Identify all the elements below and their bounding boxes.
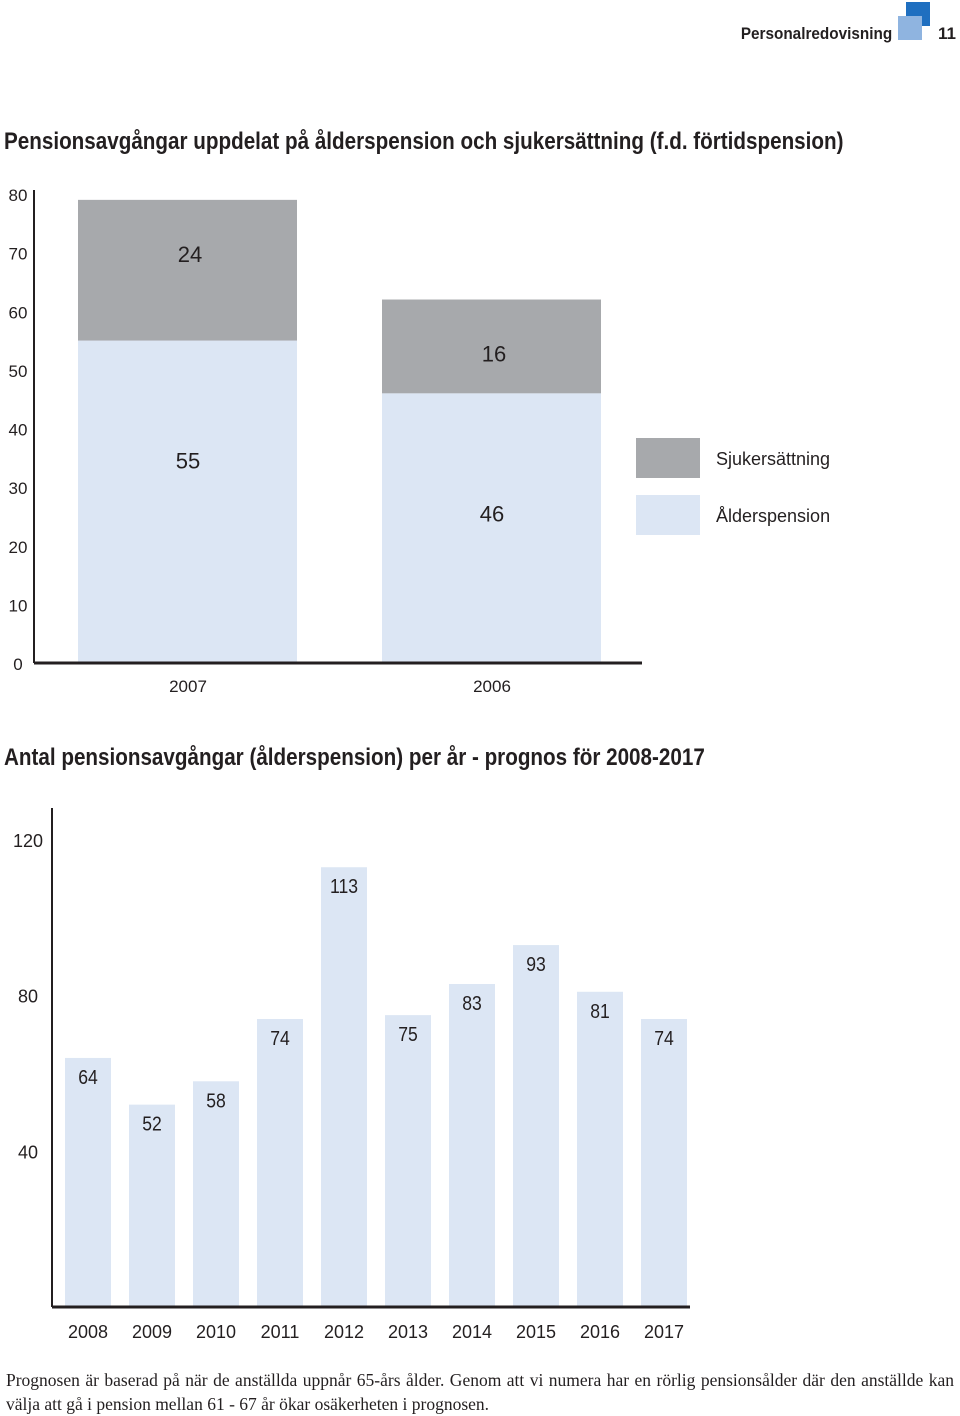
logo-light-square bbox=[898, 16, 922, 40]
forecast-note: Prognosen är baserad på när de anställda… bbox=[6, 1370, 954, 1414]
bar-alderspension bbox=[78, 340, 297, 663]
data-label: 55 bbox=[176, 449, 200, 474]
legend-label: Sjukersättning bbox=[716, 449, 830, 469]
forecast-bar bbox=[641, 1019, 687, 1307]
y-tick-label: 0 bbox=[13, 655, 22, 674]
forecast-bar bbox=[321, 867, 367, 1307]
chart1-title: Pensionsavgångar uppdelat på ålderspensi… bbox=[4, 128, 844, 155]
forecast-bar bbox=[257, 1019, 303, 1307]
forecast-bar bbox=[129, 1104, 175, 1307]
y-tick-label: 30 bbox=[9, 479, 28, 498]
y-tick-label: 120 bbox=[13, 831, 43, 851]
y-tick-label: 20 bbox=[9, 538, 28, 557]
forecast-bar-chart: 40 80 120 64 2008 52 2009 58 2010 74 2011 113 2012 75… bbox=[13, 808, 690, 1342]
data-label: 93 bbox=[526, 953, 546, 975]
x-tick-label: 2017 bbox=[644, 1322, 684, 1342]
forecast-bar bbox=[65, 1057, 111, 1307]
legend-label: Ålderspension bbox=[716, 506, 830, 526]
data-label: 24 bbox=[178, 242, 202, 267]
forecast-bar bbox=[385, 1015, 431, 1307]
data-label: 16 bbox=[482, 342, 506, 367]
page-number: 11 bbox=[938, 24, 956, 43]
x-tick-label: 2010 bbox=[196, 1322, 236, 1342]
x-tick-label: 2015 bbox=[516, 1322, 556, 1342]
forecast-bar bbox=[577, 991, 623, 1307]
data-label: 83 bbox=[462, 992, 482, 1014]
bar-alderspension bbox=[382, 393, 601, 663]
forecast-bar bbox=[193, 1081, 239, 1307]
y-tick-label: 50 bbox=[9, 362, 28, 381]
data-label: 75 bbox=[398, 1023, 418, 1045]
data-label: 74 bbox=[270, 1027, 290, 1049]
y-tick-label: 40 bbox=[9, 421, 28, 440]
x-tick-label: 2009 bbox=[132, 1322, 172, 1342]
y-tick-label: 40 bbox=[18, 1142, 38, 1162]
legend-swatch bbox=[636, 495, 700, 535]
section-title: Personalredovisning bbox=[740, 24, 892, 43]
y-tick-label: 60 bbox=[9, 303, 28, 322]
chart2-title: Antal pensionsavgångar (ålderspension) p… bbox=[4, 744, 705, 771]
stacked-bar-chart: 0 10 20 30 40 50 60 70 80 55 24 2007 46 16 2006 Sjukers… bbox=[9, 186, 831, 696]
bar-sjukersattning bbox=[382, 299, 601, 394]
data-label: 58 bbox=[206, 1089, 226, 1111]
forecast-bar bbox=[449, 983, 495, 1307]
forecast-bar bbox=[513, 945, 559, 1307]
x-tick-label: 2016 bbox=[580, 1322, 620, 1342]
x-tick-label: 2012 bbox=[324, 1322, 364, 1342]
x-tick-label: 2011 bbox=[261, 1322, 300, 1342]
logo-squares-icon bbox=[898, 2, 930, 40]
data-label: 74 bbox=[654, 1027, 674, 1049]
x-tick-label: 2007 bbox=[169, 677, 207, 696]
x-tick-label: 2006 bbox=[473, 677, 511, 696]
data-label: 81 bbox=[590, 1000, 610, 1022]
data-label: 113 bbox=[330, 875, 358, 897]
y-tick-label: 10 bbox=[9, 596, 28, 615]
y-tick-label: 70 bbox=[9, 245, 28, 264]
data-label: 64 bbox=[78, 1066, 98, 1088]
bar-sjukersattning bbox=[78, 199, 297, 341]
y-tick-label: 80 bbox=[18, 987, 38, 1007]
y-tick-label: 80 bbox=[9, 186, 28, 205]
x-tick-label: 2013 bbox=[388, 1322, 428, 1342]
x-tick-label: 2008 bbox=[68, 1322, 108, 1342]
legend-swatch bbox=[636, 438, 700, 478]
data-label: 46 bbox=[480, 501, 504, 526]
data-label: 52 bbox=[142, 1113, 162, 1135]
page-header: Personalredovisning 11 bbox=[0, 0, 960, 60]
x-tick-label: 2014 bbox=[452, 1322, 492, 1342]
